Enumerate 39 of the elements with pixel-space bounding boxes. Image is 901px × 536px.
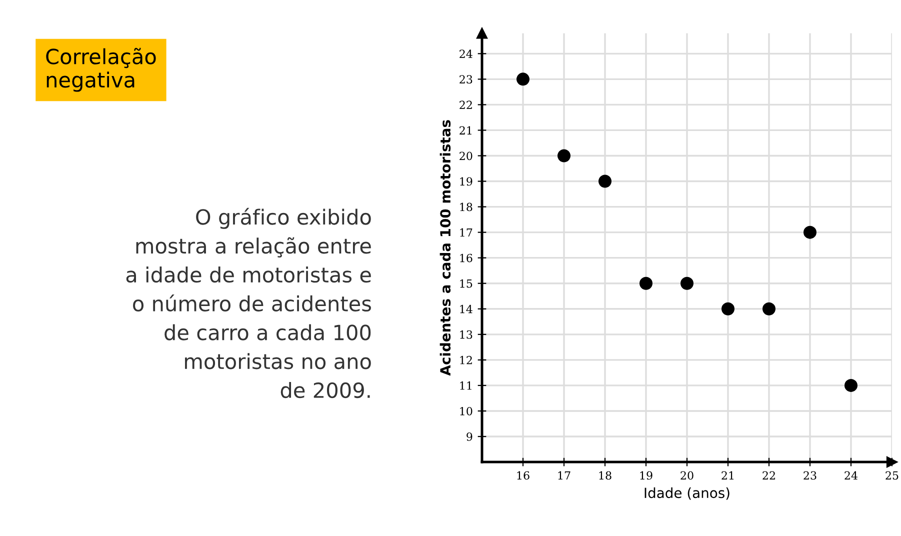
y-tick-label: 13 [460,330,472,339]
y-tick-label: 15 [460,279,472,288]
x-tick-label: 16 [517,471,530,480]
point [680,276,694,290]
y-tick-label: 16 [460,254,472,262]
point [803,226,816,239]
x-tick-label: 24 [844,471,858,480]
x-tick-label: 22 [762,471,775,480]
x-tick-label: 21 [722,471,734,480]
x-tick-label: 19 [640,471,652,480]
y-tick-label: 18 [460,202,472,212]
point [844,378,858,392]
point [557,149,571,162]
y-tick-label: 10 [460,406,472,416]
x-tick-label: 18 [599,471,612,480]
y-tick-label: 12 [460,356,472,364]
point [516,72,530,86]
x-tick-label: 17 [558,471,570,480]
y-tick-label: 9 [466,432,472,441]
x-axis-title: Idade (anos) [644,487,730,500]
text: O gráfico exibido mostra a relação entre a idade de motoristas e o número de acidentes de carro a cada 100 motoristas no ano de 2009. [126,208,371,398]
y-tick-label: 17 [460,228,472,237]
y-tick-label: 14 [460,304,472,314]
point [762,302,776,316]
y-tick-label: 22 [460,100,472,109]
y-tick-label: 19 [460,177,472,186]
y-tick-label: 11 [460,381,472,390]
x-tick-label: 20 [680,471,694,480]
point [639,276,652,290]
point [721,302,734,316]
text: Correlação negativa [46,48,156,92]
y-tick-label: 24 [460,50,472,58]
y-tick-label: 21 [460,126,472,134]
y-tick-label: 20 [460,152,472,160]
x-tick-label: 23 [804,471,816,480]
point [598,174,612,188]
y-axis-title: Acidentes a cada 100 motoristas [440,120,451,376]
y-tick-label: 23 [460,75,472,84]
x-tick-label: 25 [886,471,898,480]
